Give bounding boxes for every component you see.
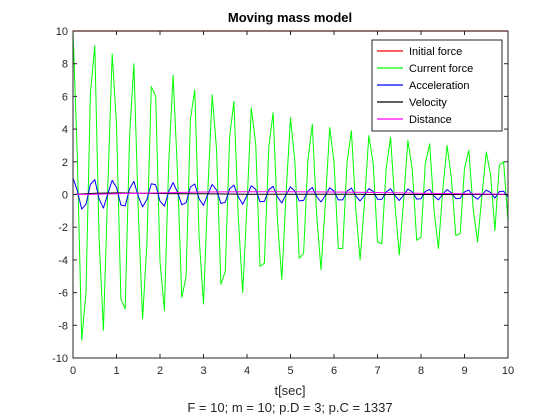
x-tick-label: 1	[113, 365, 119, 377]
x-tick-label: 10	[502, 365, 514, 377]
ticks-layer: 0 1 2 3 4 5 6 7 8 9 10 -10 -8 -6 -4 -2 0 2 4 6 8 10	[52, 26, 514, 377]
y-tick-label: 4	[62, 124, 68, 136]
chart-subtitle: F = 10; m = 10; p.D = 3; p.C = 1337	[187, 400, 392, 415]
y-tick-label: 10	[56, 26, 68, 38]
x-tick-label: 5	[287, 365, 293, 377]
y-tick-label: 8	[62, 59, 68, 71]
series-line-current-force	[72, 30, 509, 341]
legend-label: Distance	[409, 114, 452, 126]
y-tick-label: -4	[58, 255, 68, 267]
y-tick-label: -6	[58, 288, 68, 300]
y-tick-label: -8	[58, 320, 68, 332]
x-tick-label: 6	[331, 365, 337, 377]
y-tick-label: -2	[58, 222, 68, 234]
series-line-acceleration	[72, 177, 509, 210]
y-tick-label: 0	[62, 190, 68, 202]
x-tick-label: 3	[200, 365, 206, 377]
chart-title: Moving mass model	[228, 10, 352, 25]
x-tick-label: 7	[374, 365, 380, 377]
x-tick-label: 0	[70, 365, 76, 377]
legend-label: Current force	[409, 63, 473, 75]
x-tick-label: 2	[157, 365, 163, 377]
series-line-distance	[72, 191, 509, 195]
legend-label: Acceleration	[409, 80, 470, 92]
y-tick-label: -10	[52, 353, 68, 365]
x-tick-label: 9	[461, 365, 467, 377]
legend-label: Initial force	[409, 46, 462, 58]
y-tick-label: 2	[62, 157, 68, 169]
x-tick-label: 4	[244, 365, 250, 377]
x-tick-label: 8	[418, 365, 424, 377]
y-tick-label: 6	[62, 91, 68, 103]
x-axis-label: t[sec]	[274, 383, 305, 398]
legend-label: Velocity	[409, 97, 447, 109]
legend: Initial force Current force Acceleration Ve…	[371, 39, 503, 132]
